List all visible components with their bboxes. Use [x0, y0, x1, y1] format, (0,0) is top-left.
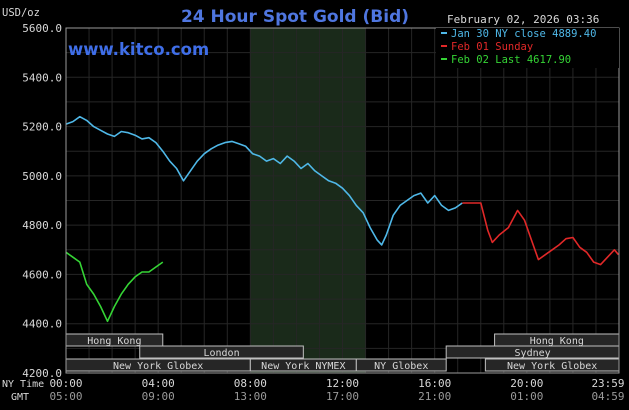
y-tick-label: 4200.0: [22, 367, 62, 380]
chart-title: 24 Hour Spot Gold (Bid): [181, 7, 409, 27]
timestamp: February 02, 2026 03:36: [447, 13, 599, 26]
session-label: New York Globex: [507, 361, 597, 372]
x-tick-label-ny: 12:00: [326, 377, 359, 390]
x-tick-label-gmt: 17:00: [326, 390, 359, 403]
y-tick-label: 5000.0: [22, 170, 62, 183]
session-label: Sydney: [515, 348, 551, 359]
session-label: New York Globex: [113, 361, 203, 372]
session-label: Hong Kong: [87, 336, 141, 347]
y-tick-label: 4600.0: [22, 268, 62, 281]
y-tick-label: 5400.0: [22, 71, 62, 84]
y-tick-label: 5600.0: [22, 22, 62, 35]
plot-frame: [65, 27, 620, 374]
series-line: [65, 251, 164, 323]
x-tick-label-ny: 23:59: [591, 377, 624, 390]
x-tick-label-gmt: 01:00: [510, 390, 543, 403]
y-tick-label: 5200.0: [22, 121, 62, 134]
x-tick-label-gmt: 04:59: [591, 390, 624, 403]
series-line: [462, 202, 620, 266]
ny-time-label: NY Time: [2, 379, 44, 390]
x-tick-label-ny: 20:00: [510, 377, 543, 390]
y-tick-label: 4400.0: [22, 318, 62, 331]
session-bar: [355, 358, 447, 372]
x-tick-label-gmt: 21:00: [418, 390, 451, 403]
series-line: [65, 115, 463, 246]
x-tick-label-ny: 00:00: [49, 377, 82, 390]
legend-entry: Feb 01 Sunday: [451, 41, 533, 53]
legend-entry: Jan 30 NY close 4889.40: [451, 28, 596, 40]
session-bar: [139, 345, 304, 359]
x-tick-label-gmt: 09:00: [142, 390, 175, 403]
session-label: New York NYMEX: [261, 361, 345, 372]
legend-entry: Feb 02 Last 4617.90: [451, 54, 571, 66]
x-tick-label-gmt: 13:00: [234, 390, 267, 403]
x-tick-label-ny: 08:00: [234, 377, 267, 390]
price-series: [65, 115, 620, 323]
y-tick-label: 4800.0: [22, 219, 62, 232]
gmt-label: GMT: [11, 392, 29, 403]
legend-box: [436, 28, 619, 68]
x-tick-label-ny: 04:00: [142, 377, 175, 390]
x-tick-label-ny: 16:00: [418, 377, 451, 390]
session-label: London: [203, 348, 239, 359]
session-label: Hong Kong: [530, 336, 584, 347]
site-url: www.kitco.com: [68, 40, 209, 59]
axes: 5600.0 5400.0 5200.0 5000.0 4800.0 4600.0 4400…: [22, 22, 624, 403]
grid-lines: [66, 28, 619, 373]
y-axis-label: USD/oz: [2, 7, 40, 19]
x-tick-label-gmt: 05:00: [49, 390, 82, 403]
session-label: NY Globex: [374, 361, 428, 372]
